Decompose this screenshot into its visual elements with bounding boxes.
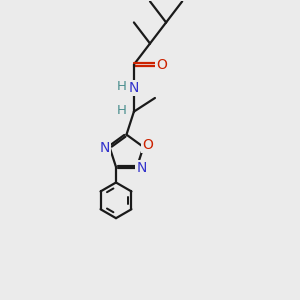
Text: O: O [142,138,153,152]
Text: O: O [156,58,167,71]
Text: H: H [117,80,127,93]
Text: H: H [117,104,127,117]
Text: N: N [136,161,147,175]
Text: N: N [100,141,110,155]
Text: N: N [129,81,139,95]
